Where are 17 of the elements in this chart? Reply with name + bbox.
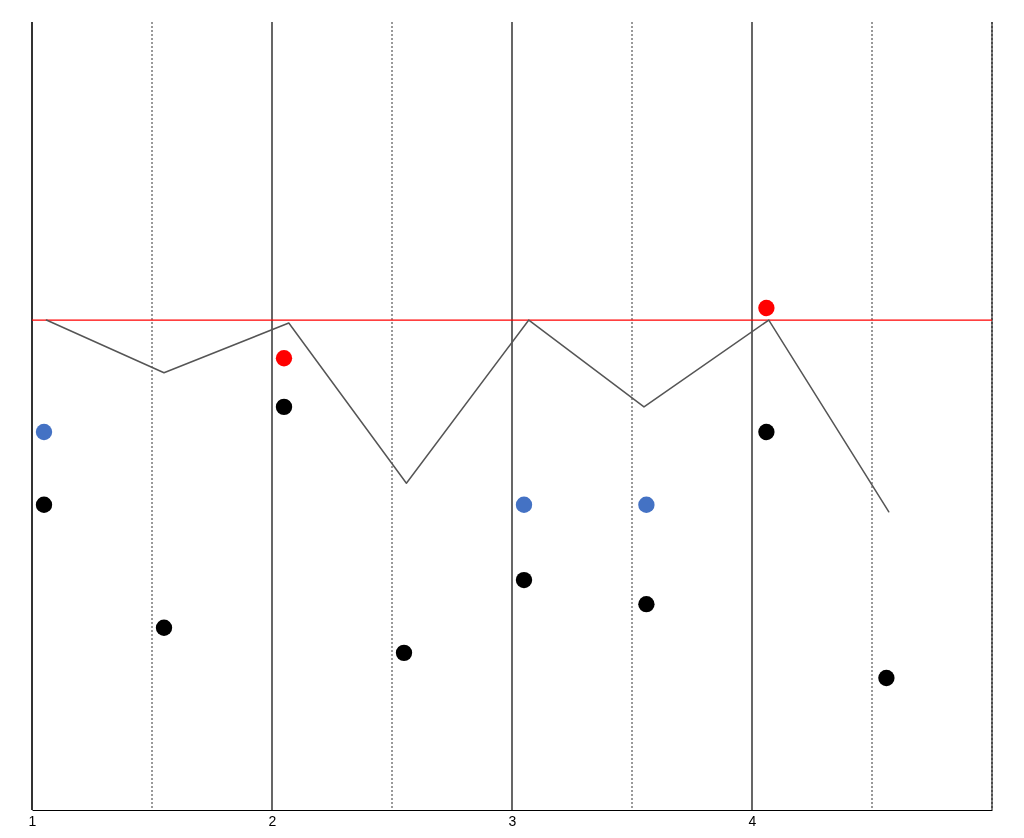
x-tick-label: 1 bbox=[28, 812, 37, 829]
point bbox=[878, 669, 895, 687]
point bbox=[35, 423, 53, 441]
point bbox=[275, 350, 293, 367]
point bbox=[758, 423, 775, 441]
point bbox=[515, 496, 533, 513]
point bbox=[638, 496, 655, 513]
x-tick-label: 3 bbox=[508, 812, 517, 829]
point bbox=[35, 496, 53, 513]
point bbox=[395, 644, 413, 662]
point bbox=[758, 299, 775, 317]
point bbox=[275, 398, 293, 416]
point bbox=[515, 571, 533, 589]
x-tick-label: 4 bbox=[748, 812, 757, 829]
point bbox=[638, 596, 655, 613]
point bbox=[155, 619, 173, 636]
x-tick-label: 2 bbox=[268, 812, 277, 829]
